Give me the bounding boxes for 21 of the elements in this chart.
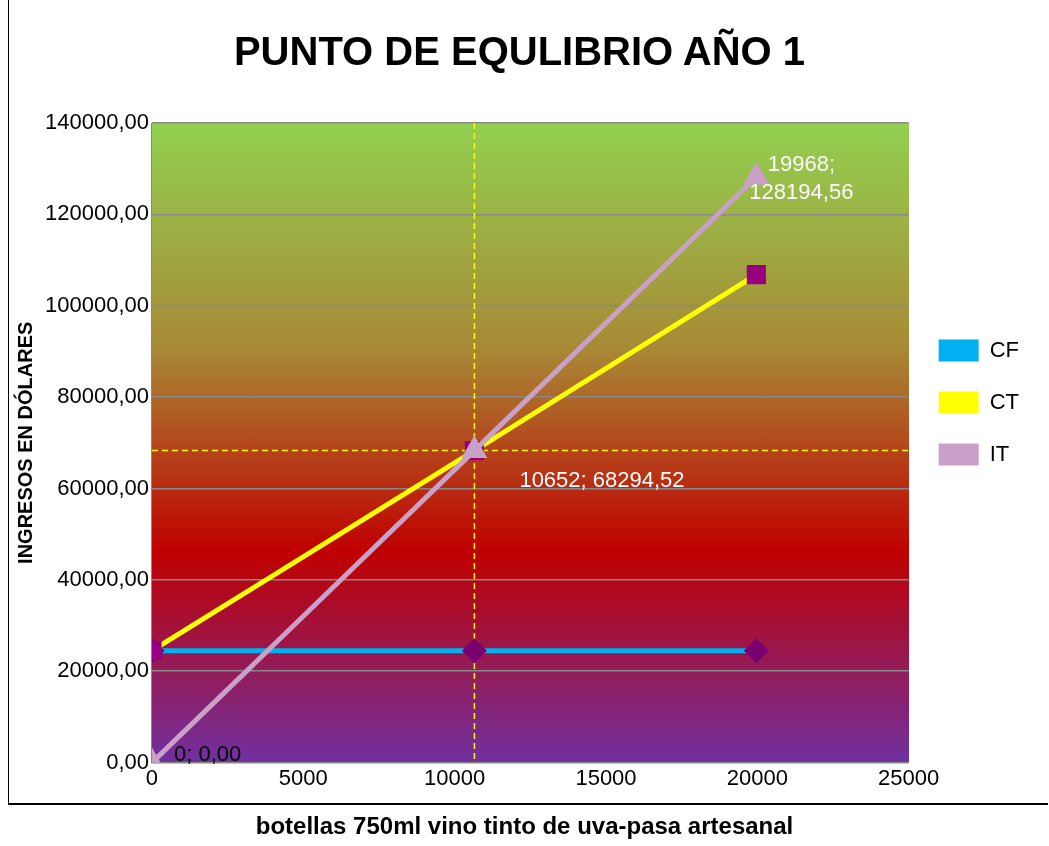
legend-label: IT	[989, 440, 1010, 466]
x-tick-label: 20000	[726, 764, 788, 790]
x-tick-label: 5000	[278, 764, 328, 790]
legend-label: CT	[989, 388, 1019, 414]
chart-title: PUNTO DE EQULIBRIO AÑO 1	[233, 28, 806, 74]
x-tick-label: 25000	[878, 764, 940, 790]
y-tick-label: 20000,00	[57, 657, 149, 683]
y-axis-title: INGRESOS EN DÓLARES	[12, 321, 36, 564]
x-axis-title: botellas 750ml vino tinto de uva-pasa artesanal	[254, 812, 795, 840]
legend-label: CF	[989, 336, 1019, 362]
data-label: 10652; 68294,52	[519, 466, 685, 492]
x-tick-label: 15000	[575, 764, 637, 790]
y-tick-label: 60000,00	[57, 474, 149, 500]
y-tick-label: 80000,00	[57, 383, 149, 409]
x-tick-label: 10000	[424, 764, 486, 790]
data-label: 0; 0,00	[174, 740, 242, 766]
y-tick-label: 100000,00	[45, 291, 149, 317]
y-tick-label: 40000,00	[57, 565, 149, 591]
data-label: 19968; 128194,56	[749, 151, 854, 204]
y-tick-label: 120000,00	[45, 200, 149, 226]
y-tick-label: 140000,00	[45, 109, 149, 135]
